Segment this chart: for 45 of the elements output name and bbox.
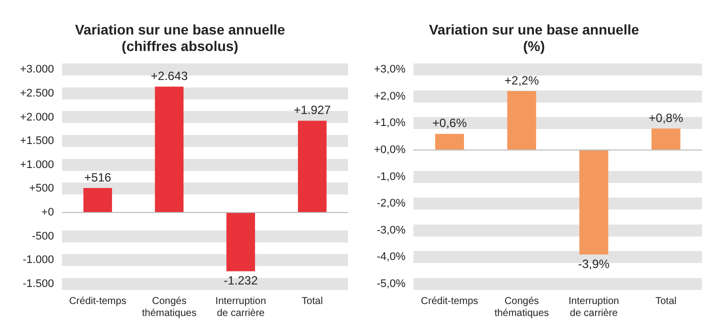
data-label: -1.232	[224, 274, 258, 288]
data-label: +0,6%	[432, 116, 468, 130]
y-tick-label: +2.500	[20, 87, 54, 100]
x-tick-label: Interruption de carrière	[215, 296, 266, 319]
x-tick-label: Crédit-temps	[420, 296, 478, 307]
x-tick-label: Interruption de carrière	[568, 296, 620, 319]
y-tick-label: +1.500	[20, 135, 54, 148]
x-tick-label: Total	[302, 296, 323, 307]
bar	[83, 188, 112, 212]
bar	[226, 213, 256, 272]
y-tick-label: +2,0%	[374, 90, 406, 102]
y-tick-label: -1.000	[22, 254, 54, 266]
data-label: +2.643	[150, 68, 188, 83]
y-tick-label: -3,0%	[376, 224, 406, 236]
chart-title: Variation sur une base annuelle (chiffres absolus)	[74, 21, 286, 54]
x-tick-label: Congés thématiques	[494, 296, 549, 319]
data-label: +2,2%	[504, 73, 540, 88]
y-tick-label: +1,0%	[374, 117, 406, 130]
data-label: +0,8%	[648, 110, 684, 125]
bar	[507, 91, 536, 150]
y-tick-label: +2.000	[20, 111, 54, 124]
y-tick-label: +500	[29, 182, 54, 195]
x-tick-label: Congés thématiques	[142, 296, 196, 319]
y-tick-label: +1.000	[20, 158, 54, 171]
bar	[435, 134, 464, 150]
bar	[652, 128, 680, 150]
bar	[579, 150, 608, 255]
y-tick-label: -1.500	[22, 278, 54, 290]
y-tick-label: -1,0%	[376, 170, 406, 183]
y-tick-label: -4,0%	[376, 251, 406, 264]
y-tick-label: -2,0%	[376, 198, 406, 210]
x-tick-label: Crédit-temps	[69, 296, 126, 307]
bar	[154, 86, 184, 212]
y-tick-label: -5,0%	[376, 278, 406, 290]
y-tick-label: +3,0%	[374, 64, 406, 76]
chart-title: Variation sur une base annuelle (%)	[428, 21, 640, 54]
y-tick-label: +3.000	[20, 64, 54, 76]
bar	[298, 120, 327, 212]
data-label: -3,9%	[578, 256, 610, 271]
data-label: +1.927	[294, 103, 332, 118]
y-tick-label: +0,0%	[374, 144, 406, 156]
x-tick-label: Total	[655, 296, 676, 307]
y-tick-label: +0	[41, 206, 54, 219]
y-tick-label: -500	[32, 230, 54, 242]
data-label: +516	[84, 170, 112, 184]
